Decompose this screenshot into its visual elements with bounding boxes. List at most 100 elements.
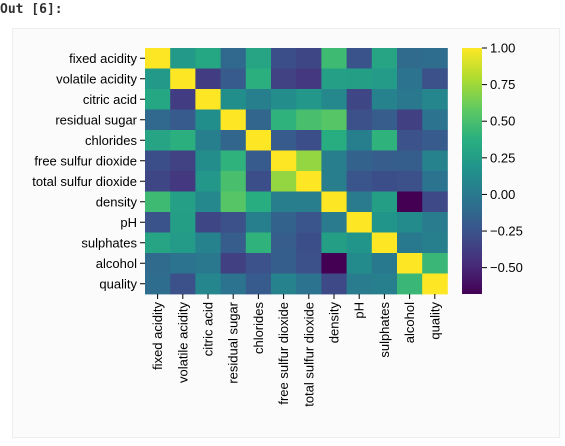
heatmap-cell: [271, 48, 297, 69]
heatmap-cell: [245, 191, 272, 213]
heatmap-cell: [271, 130, 297, 151]
heatmap-cell: [422, 150, 448, 172]
heatmap-cell: [245, 171, 272, 192]
heatmap-cell: [397, 212, 423, 233]
heatmap-cell: [296, 68, 322, 90]
heatmap-cell: [245, 273, 272, 295]
heatmap-cell: [397, 89, 423, 110]
heatmap-cell: [195, 89, 221, 110]
heatmap-cell: [422, 253, 448, 274]
heatmap-cell: [195, 212, 221, 233]
heatmap-cell: [271, 89, 297, 110]
heatmap-cell: [145, 68, 171, 90]
heatmap-cell: [296, 232, 322, 254]
heatmap-cell: [271, 171, 297, 192]
colorbar-tick-label: 0.75: [490, 77, 515, 92]
x-tick-label: total sulfur dioxide: [301, 302, 316, 407]
heatmap-cell: [371, 150, 398, 172]
heatmap-cell: [422, 89, 448, 110]
heatmap-cell: [321, 212, 347, 233]
colorbar-tick-label: 0.00: [490, 187, 515, 202]
heatmap-cell: [245, 89, 272, 110]
colorbar-tick-label: −0.50: [490, 260, 523, 275]
y-tick-label: chlorides: [85, 133, 138, 148]
heatmap-cell: [346, 150, 373, 172]
heatmap-cell: [397, 171, 423, 192]
heatmap-cells: [145, 48, 448, 295]
y-tick-labels: fixed acidity volatile acidity citric acid…: [32, 51, 145, 291]
heatmap-cell: [170, 150, 196, 172]
heatmap-cell: [220, 171, 247, 192]
y-tick-label: pH: [120, 215, 137, 230]
heatmap-cell: [296, 171, 322, 192]
colorbar-tick-label: 0.25: [490, 150, 515, 165]
heatmap-cell: [422, 171, 448, 192]
heatmap-cell: [321, 171, 347, 192]
heatmap-cell: [296, 212, 322, 233]
heatmap-cell: [170, 253, 196, 274]
heatmap-cell: [220, 48, 247, 69]
heatmap-cell: [346, 89, 373, 110]
y-tick-label: sulphates: [81, 235, 137, 250]
output-cell-label: Out [6]:: [0, 2, 63, 17]
heatmap-cell: [220, 68, 247, 90]
heatmap-cell: [195, 68, 221, 90]
heatmap-cell: [245, 68, 272, 90]
heatmap-cell: [371, 212, 398, 233]
x-tick-label: fixed acidity: [150, 302, 165, 370]
heatmap-cell: [220, 150, 247, 172]
heatmap-cell: [296, 48, 322, 69]
heatmap-cell: [321, 273, 347, 295]
heatmap-cell: [245, 232, 272, 254]
heatmap-cell: [296, 130, 322, 151]
heatmap-cell: [346, 232, 373, 254]
heatmap-cell: [371, 171, 398, 192]
heatmap-cell: [397, 109, 423, 131]
y-tick-label: residual sugar: [55, 112, 137, 127]
heatmap-cell: [271, 212, 297, 233]
heatmap-cell: [220, 89, 247, 110]
heatmap-cell: [371, 273, 398, 295]
heatmap-cell: [220, 130, 247, 151]
x-tick-label: pH: [352, 302, 367, 319]
heatmap-cell: [371, 109, 398, 131]
heatmap-cell: [296, 253, 322, 274]
heatmap-cell: [271, 253, 297, 274]
heatmap-cell: [371, 130, 398, 151]
y-tick-label: quality: [99, 276, 137, 291]
heatmap-cell: [145, 109, 171, 131]
heatmap-cell: [422, 130, 448, 151]
heatmap-cell: [245, 130, 272, 151]
y-tick-label: alcohol: [96, 256, 137, 271]
heatmap-cell: [346, 48, 373, 69]
heatmap-cell: [371, 253, 398, 274]
heatmap-cell: [397, 253, 423, 274]
colorbar-ticks: 1.00 0.75 0.50 0.25 0.00 −0.25 −0.50: [482, 41, 523, 275]
heatmap-cell: [371, 232, 398, 254]
heatmap-cell: [245, 253, 272, 274]
heatmap-cell: [346, 273, 373, 295]
heatmap-cell: [346, 212, 373, 233]
heatmap-cell: [296, 89, 322, 110]
heatmap-cell: [271, 68, 297, 90]
heatmap-cell: [422, 232, 448, 254]
heatmap-cell: [321, 89, 347, 110]
heatmap-cell: [170, 48, 196, 69]
heatmap-cell: [321, 150, 347, 172]
heatmap-cell: [346, 130, 373, 151]
heatmap-cell: [170, 109, 196, 131]
x-tick-label: sulphates: [377, 302, 392, 358]
heatmap-cell: [397, 150, 423, 172]
heatmap-cell: [245, 150, 272, 172]
heatmap-cell: [195, 191, 221, 213]
heatmap-cell: [195, 48, 221, 69]
heatmap-cell: [397, 48, 423, 69]
heatmap-cell: [397, 232, 423, 254]
heatmap-cell: [296, 150, 322, 172]
heatmap-cell: [145, 48, 171, 69]
x-tick-labels: fixed acidity volatile acidity citric acid…: [150, 294, 442, 407]
heatmap-cell: [371, 191, 398, 213]
heatmap-cell: [422, 212, 448, 233]
heatmap-cell: [271, 232, 297, 254]
heatmap-cell: [371, 68, 398, 90]
